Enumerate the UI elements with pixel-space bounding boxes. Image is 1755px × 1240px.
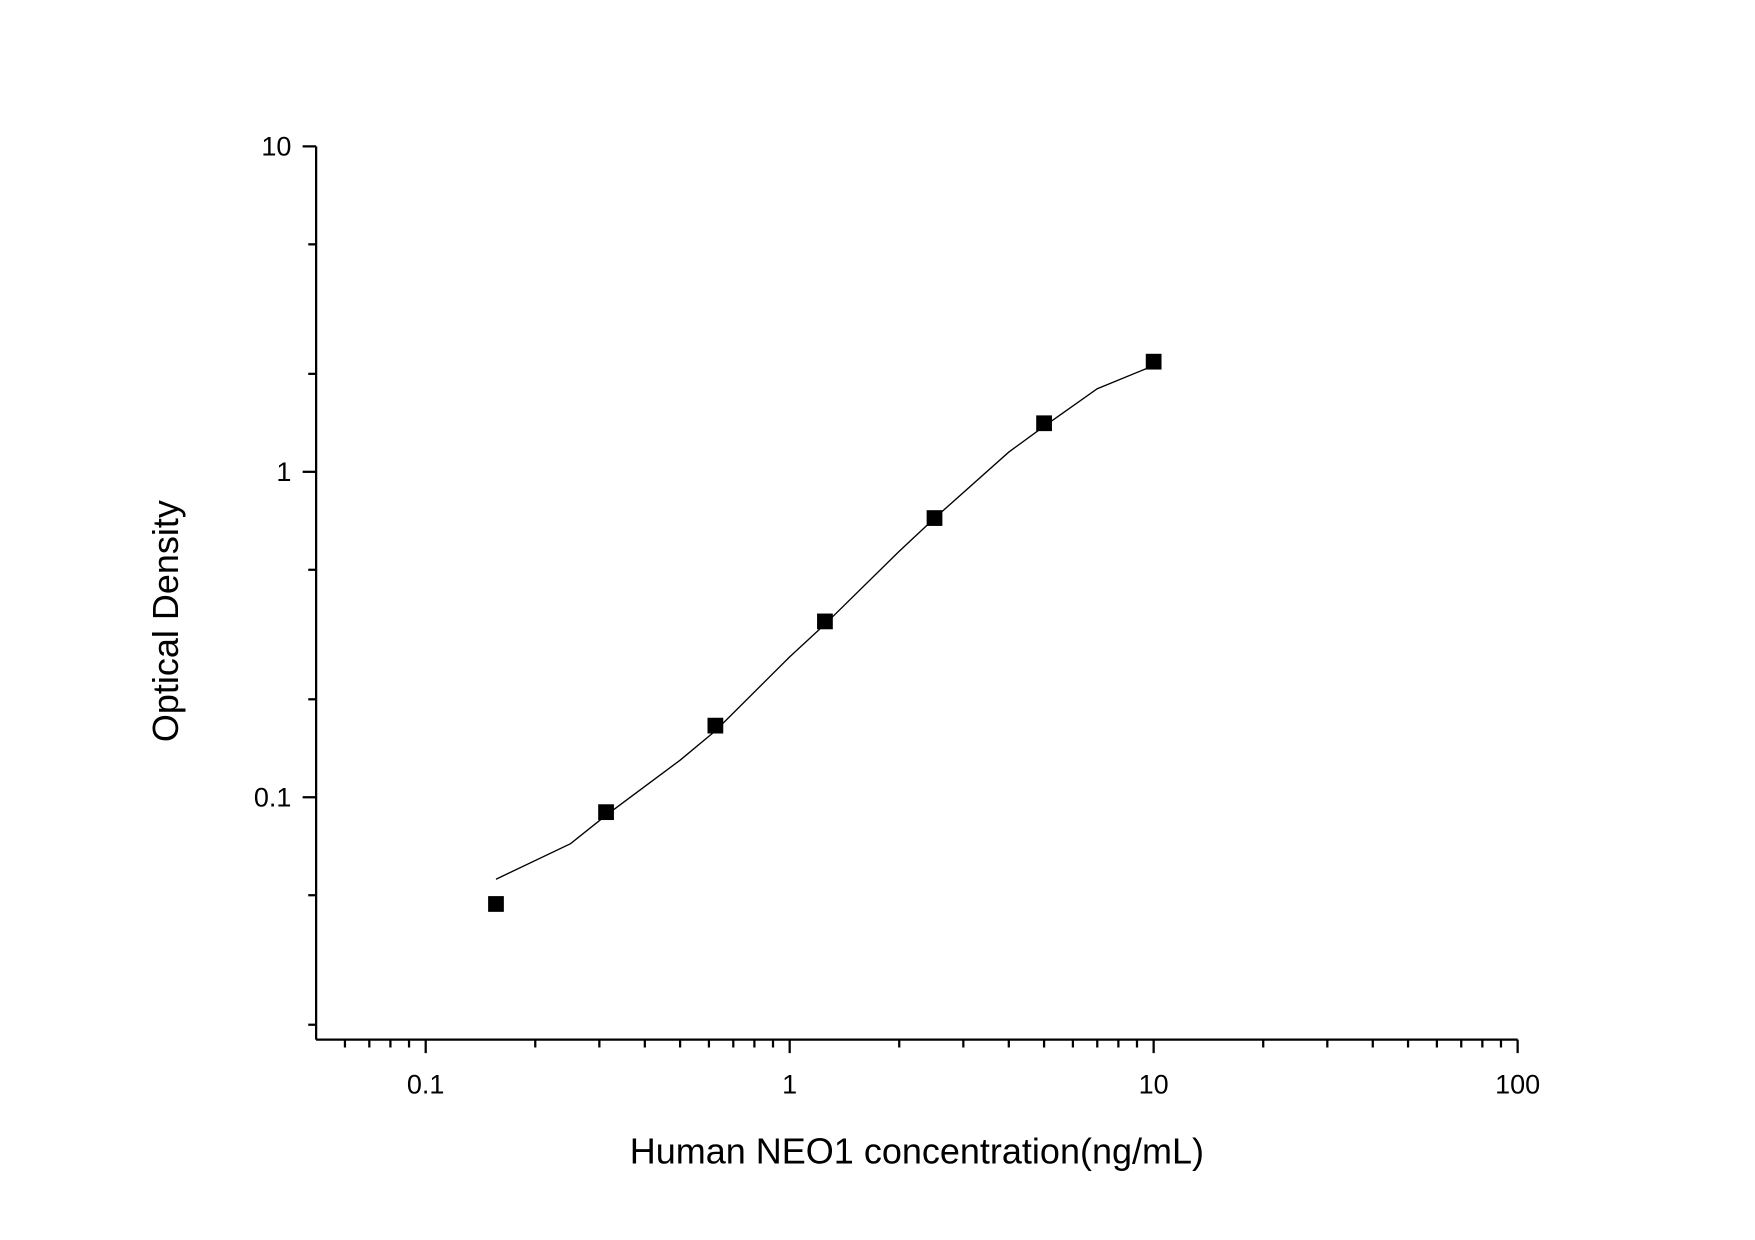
x-tick-label: 0.1 (407, 1070, 445, 1100)
fit-curve (495, 364, 1154, 880)
y-tick-label: 0.1 (254, 782, 292, 812)
data-point (488, 896, 504, 912)
x-tick-label: 10 (1139, 1070, 1169, 1100)
x-axis-title: Human NEO1 concentration(ng/mL) (630, 1130, 1204, 1171)
data-point (1036, 415, 1052, 432)
y-tick-label: 1 (276, 457, 291, 487)
data-point (817, 613, 833, 630)
data-point (1145, 353, 1162, 370)
x-tick-label: 100 (1495, 1070, 1540, 1100)
y-axis-title: Optical Density (145, 500, 186, 742)
y-tick-label: 10 (261, 131, 291, 161)
x-tick-label: 1 (782, 1070, 797, 1100)
data-point (598, 804, 614, 821)
data-point (707, 717, 724, 734)
